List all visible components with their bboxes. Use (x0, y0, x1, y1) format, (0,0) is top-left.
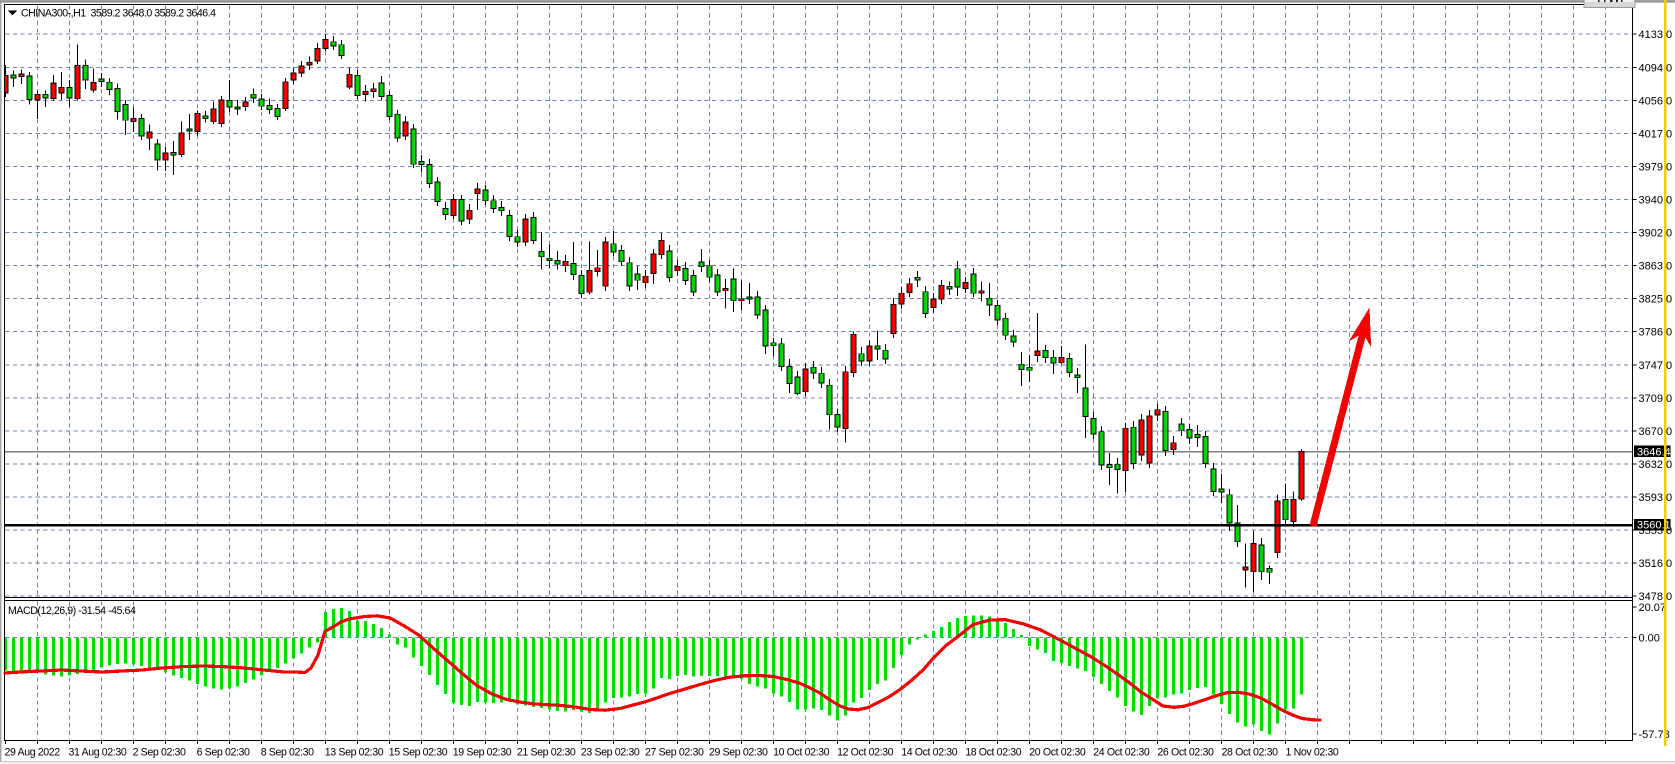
svg-text:26 Oct 02:30: 26 Oct 02:30 (1157, 747, 1214, 759)
svg-text:12 Oct 02:30: 12 Oct 02:30 (837, 747, 894, 759)
svg-text:MACD(12,26,9) -31.54 -45.64: MACD(12,26,9) -31.54 -45.64 (8, 605, 136, 617)
svg-text:19 Sep 02:30: 19 Sep 02:30 (453, 747, 512, 759)
svg-text:4017.0: 4017.0 (1639, 128, 1673, 140)
svg-text:4056.0: 4056.0 (1639, 95, 1673, 107)
svg-text:3786.0: 3786.0 (1639, 327, 1673, 339)
svg-text:21 Sep 02:30: 21 Sep 02:30 (517, 747, 576, 759)
svg-text:28 Oct 02:30: 28 Oct 02:30 (1222, 747, 1279, 759)
svg-text:24 Oct 02:30: 24 Oct 02:30 (1093, 747, 1150, 759)
svg-text:-57.78: -57.78 (1639, 729, 1670, 741)
svg-text:8 Sep 02:30: 8 Sep 02:30 (261, 747, 314, 759)
svg-text:3516.0: 3516.0 (1639, 558, 1673, 570)
svg-text:3478.0: 3478.0 (1639, 591, 1673, 603)
svg-text:4094.0: 4094.0 (1639, 62, 1673, 74)
svg-text:3825.0: 3825.0 (1639, 294, 1673, 306)
svg-text:4133.0: 4133.0 (1639, 29, 1673, 41)
svg-text:15 Sep 02:30: 15 Sep 02:30 (389, 747, 448, 759)
svg-text:3863.0: 3863.0 (1639, 261, 1673, 273)
svg-text:20.07: 20.07 (1639, 602, 1667, 614)
svg-text:3560.1: 3560.1 (1637, 520, 1671, 532)
svg-text:20 Oct 02:30: 20 Oct 02:30 (1029, 747, 1086, 759)
svg-text:3747.0: 3747.0 (1639, 360, 1673, 372)
svg-text:3632.0: 3632.0 (1639, 459, 1673, 471)
svg-text:29 Aug 2022: 29 Aug 2022 (5, 747, 61, 759)
svg-text:27 Sep 02:30: 27 Sep 02:30 (645, 747, 704, 759)
svg-text:3646.4: 3646.4 (1637, 446, 1671, 458)
svg-text:6 Sep 02:30: 6 Sep 02:30 (197, 747, 250, 759)
svg-text:29 Sep 02:30: 29 Sep 02:30 (709, 747, 768, 759)
svg-text:3593.0: 3593.0 (1639, 492, 1673, 504)
svg-text:3940.0: 3940.0 (1639, 195, 1673, 207)
svg-text:13 Sep 02:30: 13 Sep 02:30 (325, 747, 384, 759)
svg-text:3709.0: 3709.0 (1639, 393, 1673, 405)
svg-text:1 Nov 02:30: 1 Nov 02:30 (1286, 747, 1339, 759)
svg-text:3902.0: 3902.0 (1639, 228, 1673, 240)
svg-text:3670.0: 3670.0 (1639, 426, 1673, 438)
svg-text:10 Oct 02:30: 10 Oct 02:30 (773, 747, 830, 759)
svg-text:CHINA300-,H1 3589.2 3648.0 35: CHINA300-,H1 3589.2 3648.0 3589.2 3646.4 (21, 8, 216, 20)
svg-text:18 Oct 02:30: 18 Oct 02:30 (965, 747, 1022, 759)
svg-text:14 Oct 02:30: 14 Oct 02:30 (901, 747, 958, 759)
svg-text:2 Sep 02:30: 2 Sep 02:30 (133, 747, 186, 759)
svg-text:3979.0: 3979.0 (1639, 161, 1673, 173)
svg-text:23 Sep 02:30: 23 Sep 02:30 (581, 747, 640, 759)
svg-text:0.00: 0.00 (1639, 632, 1660, 644)
svg-text:31 Aug 02:30: 31 Aug 02:30 (69, 747, 127, 759)
